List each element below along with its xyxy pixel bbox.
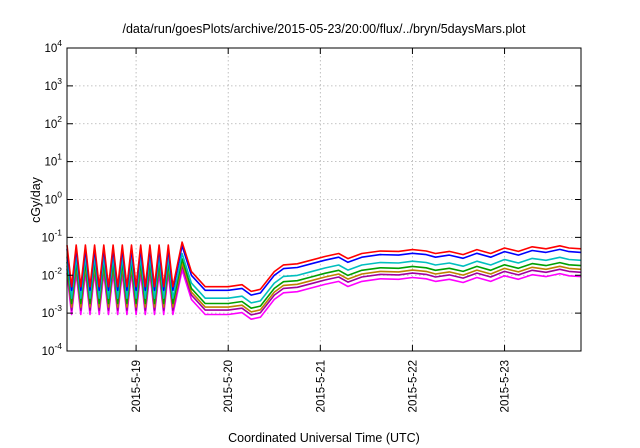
y-tick-label: 104 — [44, 38, 62, 55]
y-tick-exponent: -1 — [54, 227, 62, 237]
series-line — [66, 245, 582, 296]
series-line — [66, 264, 582, 316]
y-tick-label: 101 — [44, 152, 62, 169]
y-tick-label: 100 — [44, 190, 62, 207]
y-tick-label: 10-2 — [42, 265, 63, 282]
x-tick-label: 2015-5-20 — [223, 360, 235, 412]
y-tick-label: 10-4 — [42, 341, 63, 358]
y-tick-label: 103 — [44, 76, 62, 93]
series-line — [66, 258, 582, 310]
y-tick-exponent: 3 — [57, 76, 62, 86]
y-tick-exponent: -3 — [54, 303, 62, 313]
series-line — [66, 252, 582, 304]
series-line — [66, 269, 582, 321]
x-axis: 2015-5-19 2015-5-20 2015-5-21 2015-5-22 2015… — [131, 48, 512, 412]
x-tick-label: 2015-5-22 — [407, 360, 419, 412]
y-tick-label: 10-1 — [42, 227, 63, 244]
series-layer — [66, 241, 582, 321]
y-tick-label: 10-3 — [42, 303, 63, 320]
y-tick-exponent: -2 — [54, 265, 62, 275]
y-tick-exponent: 1 — [57, 152, 62, 162]
y-tick-exponent: -4 — [54, 341, 62, 351]
x-tick-label: 2015-5-21 — [315, 360, 327, 412]
x-tick-label: 2015-5-19 — [131, 360, 143, 412]
y-tick-exponent: 4 — [57, 38, 62, 48]
y-axis-title: cGy/day — [29, 176, 43, 223]
series-line — [66, 241, 582, 293]
y-tick-exponent: 0 — [57, 190, 62, 200]
series-line — [66, 261, 582, 313]
x-tick-label: 2015-5-23 — [500, 360, 512, 412]
y-tick-label: 102 — [44, 114, 62, 131]
x-axis-title: Coordinated Universal Time (UTC) — [228, 431, 420, 445]
chart-title: /data/run/goesPlots/archive/2015-05-23/2… — [122, 22, 526, 36]
y-tick-exponent: 2 — [57, 114, 62, 124]
